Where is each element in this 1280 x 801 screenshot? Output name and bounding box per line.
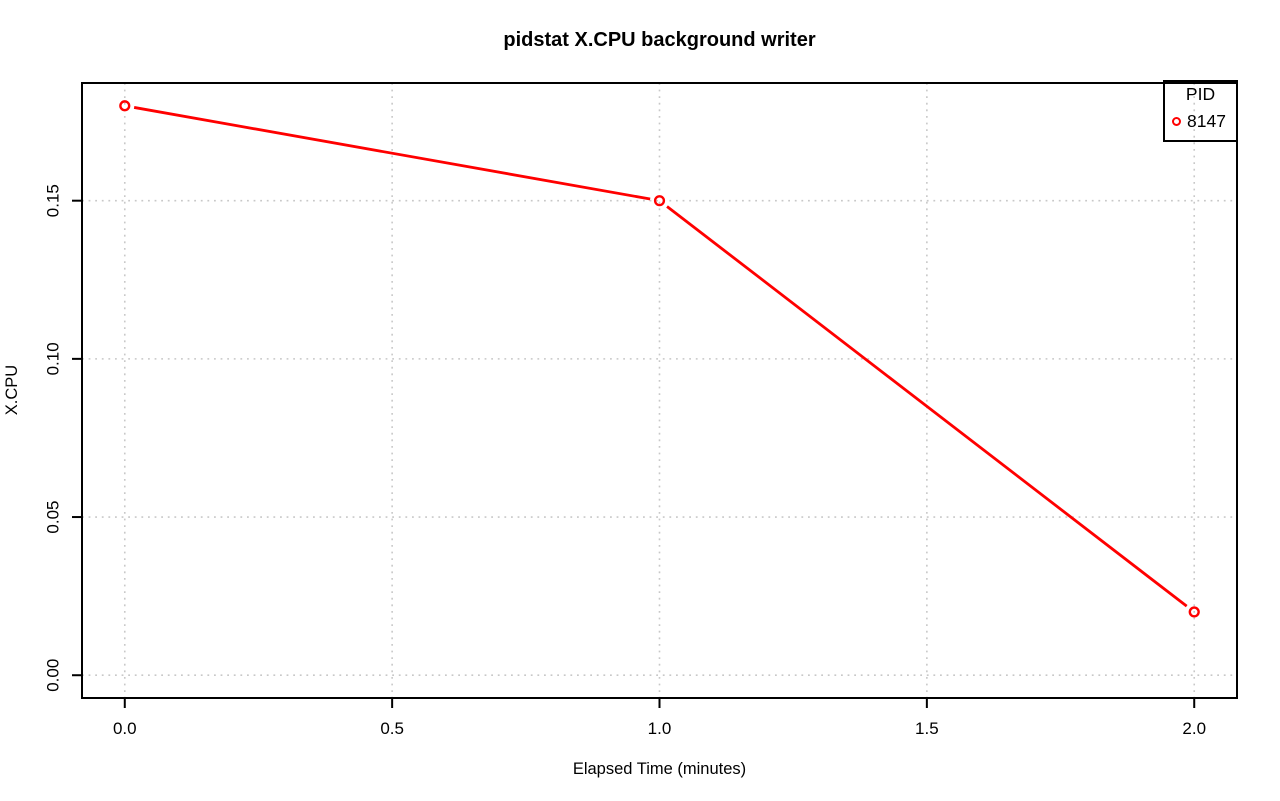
x-tick-label: 2.0 [1182,719,1206,738]
data-point-open-circle [653,195,666,207]
y-tick-label: 0.10 [44,342,63,375]
x-tick-label: 1.5 [915,719,939,738]
x-tick-label: 0.5 [380,719,404,738]
y-tick-label: 0.15 [44,184,63,217]
chart-title: pidstat X.CPU background writer [503,29,816,51]
x-tick-label: 1.0 [648,719,672,738]
legend-title: PID [1185,84,1216,104]
data-point-open-circle [1188,606,1200,618]
data-point-open-circle [119,100,131,112]
y-tick-label: 0.00 [44,659,63,692]
y-tick-label: 0.05 [44,500,63,533]
legend-item-label: 8147 [1187,111,1226,131]
plot-border [81,82,1238,699]
series-line-segment [666,205,1188,608]
series-line-segment [133,106,651,201]
legend: PID 8147 [1163,80,1238,142]
x-axis-title: Elapsed Time (minutes) [572,760,747,778]
x-tick-label: 0.0 [113,719,137,738]
y-axis-title: X.CPU [3,364,21,416]
legend-open-circle-icon [1172,116,1181,126]
legend-item: 8147 [1172,112,1236,130]
